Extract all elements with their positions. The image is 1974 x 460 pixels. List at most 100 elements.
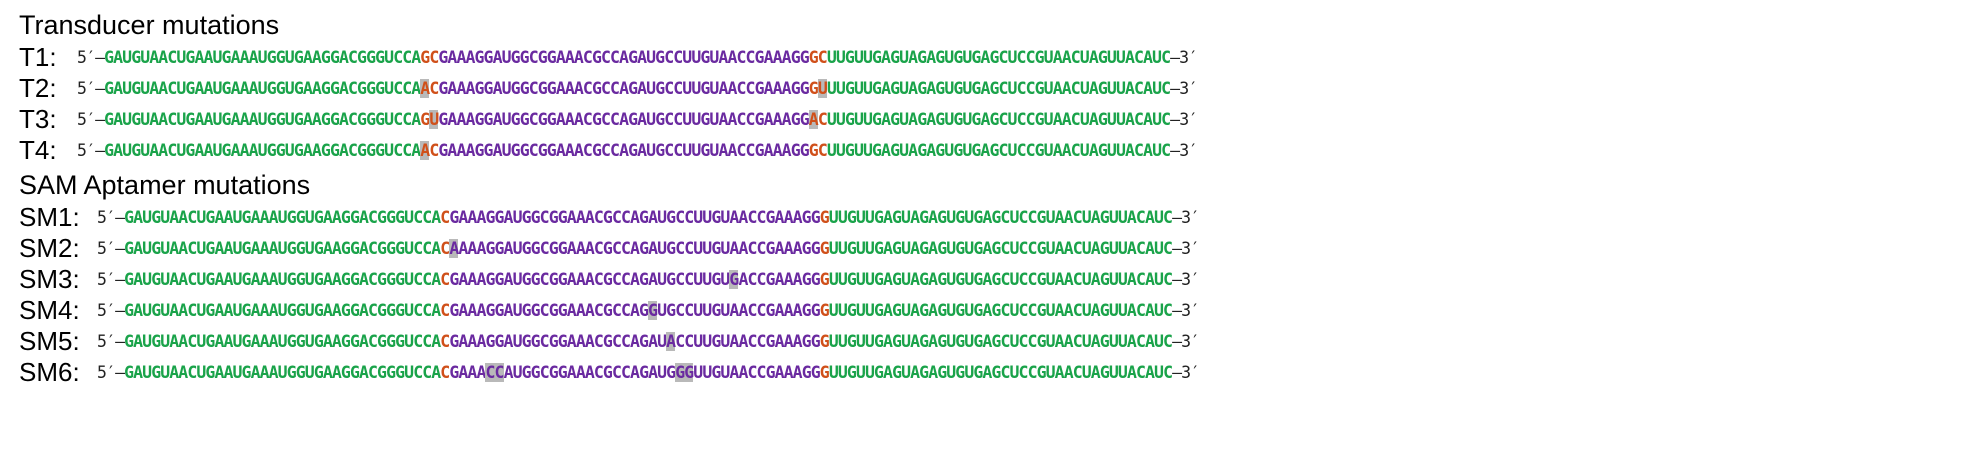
sequence-segment: C: [440, 363, 450, 382]
sequence-segment: G: [819, 332, 830, 351]
mutation-highlight: A: [449, 239, 459, 258]
sequence-segment: GAAA: [449, 363, 486, 382]
three-prime-end: –3′: [1170, 110, 1198, 129]
three-prime-end: –3′: [1172, 270, 1200, 289]
rna-sequence: 5′–GAUGUAACUGAAUGAAAUGGUGAAGGACGGGUCCAAC…: [77, 135, 1198, 166]
sequence-segment: UGCCUUGUAACCGAAAGG: [657, 301, 821, 320]
three-prime-end: –3′: [1172, 208, 1200, 227]
sequence-row: T1: 5′–GAUGUAACUGAAUGAAAUGGUGAAGGACGGGUCC…: [19, 42, 1959, 73]
sequence-label: T1:: [19, 42, 57, 72]
sequence-segment: C: [440, 270, 450, 289]
sequence-segment: C: [440, 239, 450, 258]
sequence-segment: GAUGUAACUGAAUGAAAUGGUGAAGGACGGGUCCA: [104, 79, 421, 98]
sequence-segment: GAUGUAACUGAAUGAAAUGGUGAAGGACGGGUCCA: [104, 141, 421, 160]
sequence-segment: G: [819, 270, 830, 289]
mutation-highlight: U: [817, 79, 828, 98]
rna-sequence: 5′–GAUGUAACUGAAUGAAAUGGUGAAGGACGGGUCCAAC…: [77, 73, 1198, 104]
sequence-segment: GC: [808, 48, 828, 67]
five-prime-end: 5′–: [97, 239, 125, 258]
three-prime-end: –3′: [1170, 48, 1198, 67]
sequence-row: SM5: 5′–GAUGUAACUGAAUGAAAUGGUGAAGGACGGGUC…: [19, 326, 1959, 357]
five-prime-end: 5′–: [97, 332, 125, 351]
mutation-highlight: A: [420, 141, 430, 160]
sequence-row: T3: 5′–GAUGUAACUGAAUGAAAUGGUGAAGGACGGGUCC…: [19, 104, 1959, 135]
sequence-segment: C: [440, 332, 450, 351]
sequence-segment: UUGUUGAGUAGAGUGUGAGCUCCGUAACUAGUUACAUC: [826, 141, 1171, 160]
sequence-row: SM1: 5′–GAUGUAACUGAAUGAAAUGGUGAAGGACGGGUC…: [19, 202, 1959, 233]
sequence-segment: GAUGUAACUGAAUGAAAUGGUGAAGGACGGGUCCA: [124, 363, 441, 382]
sequence-segment: GAUGUAACUGAAUGAAAUGGUGAAGGACGGGUCCA: [124, 208, 441, 227]
sequence-segment: G: [819, 208, 830, 227]
three-prime-end: –3′: [1172, 301, 1200, 320]
sequence-segment: UUGUUGAGUAGAGUGUGAGCUCCGUAACUAGUUACAUC: [828, 363, 1173, 382]
five-prime-end: 5′–: [77, 110, 105, 129]
sequence-figure: Transducer mutations T1: 5′–GAUGUAACUGAAUG…: [19, 8, 1959, 388]
sequence-segment: GAAAGGAUGGCGGAAACGCCAGAUGCCUUGUAACCGAAAG…: [438, 110, 809, 129]
mutation-highlight: A: [666, 332, 676, 351]
mutation-highlight: A: [808, 110, 819, 129]
sequence-row: SM2: 5′–GAUGUAACUGAAUGAAAUGGUGAAGGACGGGUC…: [19, 233, 1959, 264]
five-prime-end: 5′–: [97, 363, 125, 382]
sequence-segment: GAAAGGAUGGCGGAAACGCCAGAUGCCUUGUAACCGAAAG…: [438, 141, 809, 160]
five-prime-end: 5′–: [97, 208, 125, 227]
sequence-segment: GAUGUAACUGAAUGAAAUGGUGAAGGACGGGUCCA: [104, 48, 421, 67]
sequence-segment: UUGUUGAGUAGAGUGUGAGCUCCGUAACUAGUUACAUC: [828, 239, 1173, 258]
rna-sequence: 5′–GAUGUAACUGAAUGAAAUGGUGAAGGACGGGUCCACG…: [97, 264, 1200, 295]
sequence-segment: GC: [420, 48, 439, 67]
sequence-segment: GAUGUAACUGAAUGAAAUGGUGAAGGACGGGUCCA: [124, 301, 441, 320]
rna-sequence: 5′–GAUGUAACUGAAUGAAAUGGUGAAGGACGGGUCCAGC…: [77, 42, 1198, 73]
three-prime-end: –3′: [1172, 239, 1200, 258]
sequence-segment: G: [819, 363, 830, 382]
mutation-highlight: U: [429, 110, 439, 129]
three-prime-end: –3′: [1172, 332, 1200, 351]
five-prime-end: 5′–: [77, 48, 105, 67]
mutation-highlight: CC: [485, 363, 504, 382]
sequence-segment: GAAAGGAUGGCGGAAACGCCAG: [449, 301, 649, 320]
sequence-segment: GAUGUAACUGAAUGAAAUGGUGAAGGACGGGUCCA: [124, 239, 441, 258]
sequence-row: SM3: 5′–GAUGUAACUGAAUGAAAUGGUGAAGGACGGGUC…: [19, 264, 1959, 295]
sequence-segment: C: [440, 301, 450, 320]
sequence-row: T2: 5′–GAUGUAACUGAAUGAAAUGGUGAAGGACGGGUCC…: [19, 73, 1959, 104]
sequence-segment: UUGUUGAGUAGAGUGUGAGCUCCGUAACUAGUUACAUC: [828, 270, 1173, 289]
sequence-segment: AAAGGAUGGCGGAAACGCCAGAUGCCUUGUAACCGAAAGG: [458, 239, 820, 258]
sequence-segment: C: [429, 79, 439, 98]
five-prime-end: 5′–: [97, 301, 125, 320]
sequence-segment: UUGUUGAGUAGAGUGUGAGCUCCGUAACUAGUUACAUC: [826, 79, 1171, 98]
sequence-segment: UUGUUGAGUAGAGUGUGAGCUCCGUAACUAGUUACAUC: [828, 332, 1173, 351]
sequence-segment: ACCGAAAGG: [738, 270, 820, 289]
sequence-segment: G: [420, 110, 430, 129]
five-prime-end: 5′–: [77, 79, 105, 98]
sequence-segment: GAAAGGAUGGCGGAAACGCCAGAUGCCUUGU: [449, 270, 730, 289]
sequence-label: T2:: [19, 73, 57, 103]
sequence-label: T3:: [19, 104, 57, 134]
sequence-segment: GC: [808, 141, 828, 160]
sequence-segment: C: [440, 208, 450, 227]
five-prime-end: 5′–: [97, 270, 125, 289]
sequence-segment: C: [429, 141, 439, 160]
sequence-segment: GAAAGGAUGGCGGAAACGCCAGAUGCCUUGUAACCGAAAG…: [449, 208, 820, 227]
sequence-segment: GAAAGGAUGGCGGAAACGCCAGAUGCCUUGUAACCGAAAG…: [438, 79, 809, 98]
sequence-segment: G: [808, 79, 819, 98]
sequence-row: T4: 5′–GAUGUAACUGAAUGAAAUGGUGAAGGACGGGUCC…: [19, 135, 1959, 166]
rna-sequence: 5′–GAUGUAACUGAAUGAAAUGGUGAAGGACGGGUCCAGU…: [77, 104, 1198, 135]
sequence-segment: CCUUGUAACCGAAAGG: [675, 332, 820, 351]
sequence-segment: UUGUAACCGAAAGG: [693, 363, 820, 382]
sequence-segment: GAUGUAACUGAAUGAAAUGGUGAAGGACGGGUCCA: [104, 110, 421, 129]
sequence-segment: UUGUUGAGUAGAGUGUGAGCUCCGUAACUAGUUACAUC: [828, 208, 1173, 227]
sequence-row: SM4: 5′–GAUGUAACUGAAUGAAAUGGUGAAGGACGGGUC…: [19, 295, 1959, 326]
five-prime-end: 5′–: [77, 141, 105, 160]
three-prime-end: –3′: [1172, 363, 1200, 382]
rna-sequence: 5′–GAUGUAACUGAAUGAAAUGGUGAAGGACGGGUCCACG…: [97, 202, 1200, 233]
sequence-label: SM1:: [19, 202, 80, 232]
sequence-segment: GAUGUAACUGAAUGAAAUGGUGAAGGACGGGUCCA: [124, 332, 441, 351]
sequence-segment: AUGGCGGAAACGCCAGAUG: [503, 363, 677, 382]
rna-sequence: 5′–GAUGUAACUGAAUGAAAUGGUGAAGGACGGGUCCACG…: [97, 357, 1200, 388]
sequence-label: T4:: [19, 135, 57, 165]
mutation-highlight: G: [729, 270, 739, 289]
sequence-segment: G: [819, 239, 830, 258]
rna-sequence: 5′–GAUGUAACUGAAUGAAAUGGUGAAGGACGGGUCCACA…: [97, 233, 1200, 264]
sequence-segment: GAAAGGAUGGCGGAAACGCCAGAU: [449, 332, 667, 351]
mutation-highlight: G: [648, 301, 658, 320]
sequence-row: SM6: 5′–GAUGUAACUGAAUGAAAUGGUGAAGGACGGGUC…: [19, 357, 1959, 388]
section-title: SAM Aptamer mutations: [19, 170, 311, 200]
